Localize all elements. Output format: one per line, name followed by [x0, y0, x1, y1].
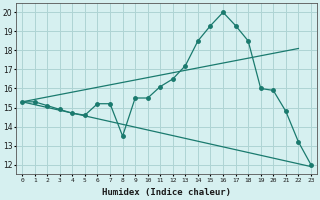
X-axis label: Humidex (Indice chaleur): Humidex (Indice chaleur)	[102, 188, 231, 197]
